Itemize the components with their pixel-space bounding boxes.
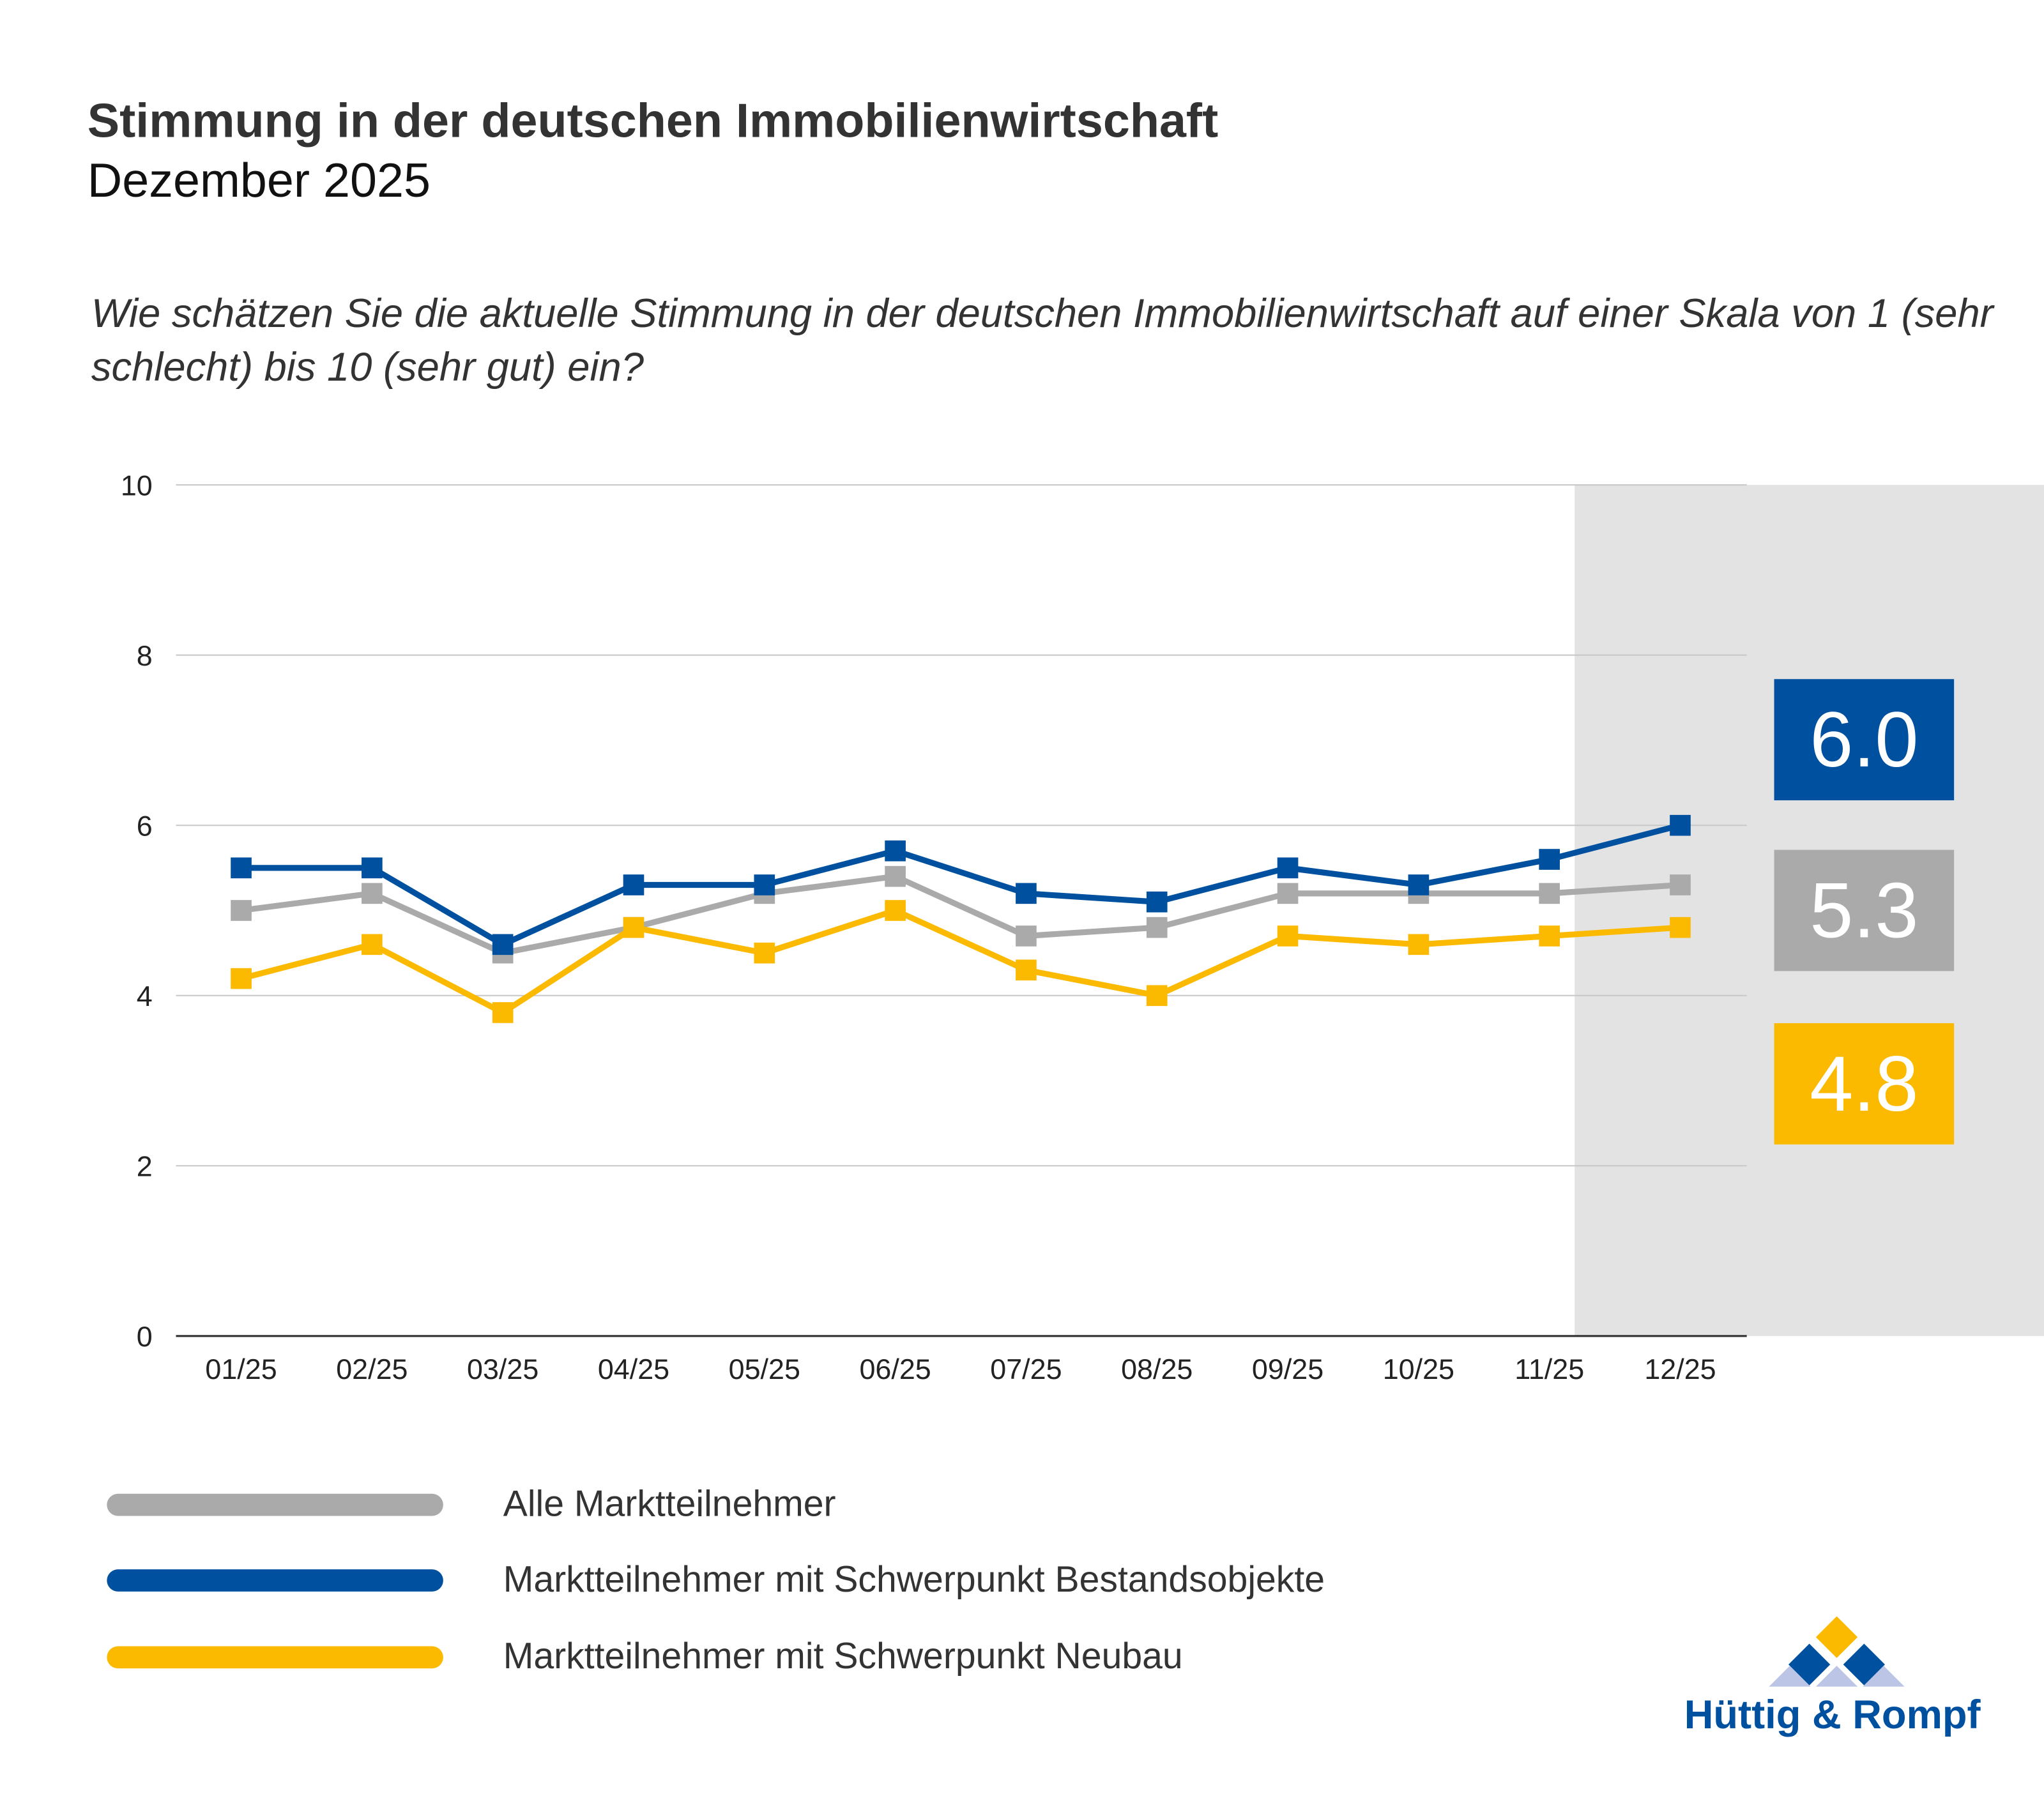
data-point bbox=[885, 840, 906, 862]
data-point bbox=[1016, 959, 1037, 981]
y-tick-label: 10 bbox=[121, 469, 153, 502]
data-point bbox=[1146, 891, 1168, 913]
data-point bbox=[1670, 814, 1691, 836]
data-point bbox=[1670, 917, 1691, 938]
data-point bbox=[1408, 934, 1430, 955]
data-point bbox=[362, 934, 383, 955]
data-point bbox=[885, 865, 906, 887]
data-point bbox=[623, 917, 644, 938]
data-point bbox=[1277, 857, 1299, 879]
data-point bbox=[1670, 874, 1691, 895]
data-point bbox=[754, 874, 775, 895]
data-point bbox=[1016, 883, 1037, 904]
latest-value-label: 4.8 bbox=[1810, 1040, 1918, 1127]
legend-swatch bbox=[107, 1569, 443, 1592]
y-tick-label: 0 bbox=[137, 1320, 153, 1353]
legend-label: Marktteilnehmer mit Schwerpunkt Bestands… bbox=[503, 1558, 1325, 1600]
survey-question: Wie schätzen Sie die aktuelle Stimmung i… bbox=[91, 291, 1994, 390]
data-point bbox=[492, 934, 514, 955]
data-point bbox=[1277, 883, 1299, 904]
data-point bbox=[1277, 925, 1299, 947]
x-tick-label: 06/25 bbox=[859, 1353, 931, 1385]
data-point bbox=[231, 857, 252, 879]
x-tick-label: 10/25 bbox=[1383, 1353, 1454, 1385]
x-tick-label: 05/25 bbox=[729, 1353, 800, 1385]
data-point bbox=[1146, 917, 1168, 938]
data-point bbox=[754, 942, 775, 964]
data-point bbox=[1408, 874, 1430, 895]
latest-value-box bbox=[1774, 679, 1955, 801]
x-tick-label: 09/25 bbox=[1252, 1353, 1323, 1385]
chart-title: Stimmung in der deutschen Immobilienwirt… bbox=[87, 93, 1219, 148]
data-point bbox=[492, 1002, 514, 1023]
y-tick-label: 6 bbox=[137, 810, 153, 842]
legend-swatch bbox=[107, 1493, 443, 1516]
data-point bbox=[1539, 925, 1560, 947]
x-tick-label: 11/25 bbox=[1514, 1353, 1584, 1385]
latest-value-box bbox=[1774, 1023, 1955, 1145]
legend-swatch bbox=[107, 1646, 443, 1669]
data-point bbox=[231, 900, 252, 921]
x-tick-label: 08/25 bbox=[1121, 1353, 1193, 1385]
latest-value-label: 5.3 bbox=[1810, 866, 1918, 954]
data-point bbox=[623, 874, 644, 895]
data-point bbox=[1539, 849, 1560, 870]
x-tick-label: 02/25 bbox=[336, 1353, 408, 1385]
data-point bbox=[1539, 883, 1560, 904]
series-line bbox=[240, 873, 1681, 956]
chart-subtitle: Dezember 2025 bbox=[87, 153, 431, 208]
data-point bbox=[1146, 985, 1168, 1007]
x-tick-label: 07/25 bbox=[990, 1353, 1062, 1385]
y-tick-label: 2 bbox=[137, 1150, 153, 1183]
data-point bbox=[362, 857, 383, 879]
data-point bbox=[231, 968, 252, 989]
x-tick-label: 04/25 bbox=[598, 1353, 669, 1385]
legend-label: Marktteilnehmer mit Schwerpunkt Neubau bbox=[503, 1636, 1183, 1677]
logo-text: Hüttig & Rompf bbox=[1684, 1691, 1981, 1738]
series-line bbox=[241, 822, 1681, 948]
legend-label: Alle Marktteilnehmer bbox=[503, 1483, 836, 1524]
data-point bbox=[885, 900, 906, 921]
data-point bbox=[1016, 925, 1037, 947]
series-line bbox=[240, 907, 1681, 1016]
x-tick-label: 01/25 bbox=[205, 1353, 277, 1385]
data-point bbox=[362, 883, 383, 904]
latest-value-box bbox=[1774, 849, 1955, 971]
y-tick-label: 4 bbox=[137, 980, 153, 1012]
x-tick-label: 12/25 bbox=[1644, 1353, 1716, 1385]
logo-mark bbox=[1769, 1616, 1905, 1687]
y-tick-label: 8 bbox=[137, 639, 153, 672]
x-tick-label: 03/25 bbox=[467, 1353, 538, 1385]
company-logo: Hüttig & Rompf bbox=[1682, 1616, 1995, 1747]
latest-value-label: 6.0 bbox=[1810, 696, 1918, 783]
